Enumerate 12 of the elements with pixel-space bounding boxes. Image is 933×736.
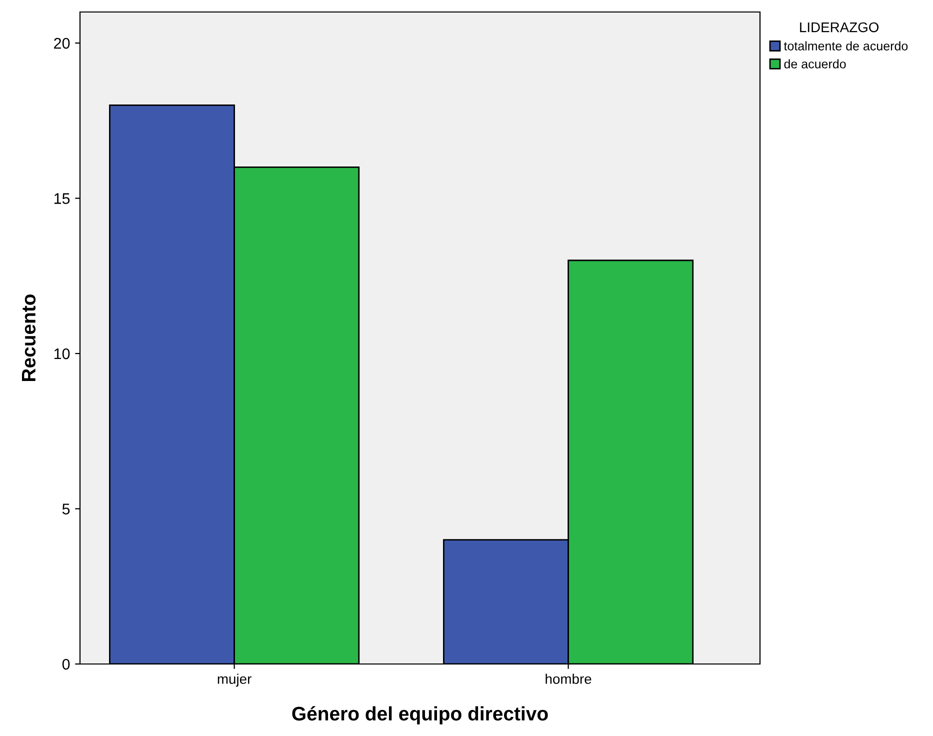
y-tick-label: 20 [54, 38, 70, 49]
x-tick-label: mujer [218, 674, 252, 687]
y-tick-label: 5 [62, 504, 70, 514]
legend-label: totalmente de acuerdo [784, 41, 908, 50]
legend-title: LIDERAZGO [800, 22, 879, 32]
x-tick-label: hombre [546, 674, 592, 684]
x-axis-title: Género del equipo directivo [292, 706, 548, 724]
y-tick-label: 15 [54, 193, 70, 204]
y-tick-label: 0 [62, 658, 70, 670]
y-tick-label: 10 [54, 348, 70, 360]
y-axis-title: Recuento [22, 294, 36, 381]
legend-label: de acuerdo [784, 59, 846, 68]
